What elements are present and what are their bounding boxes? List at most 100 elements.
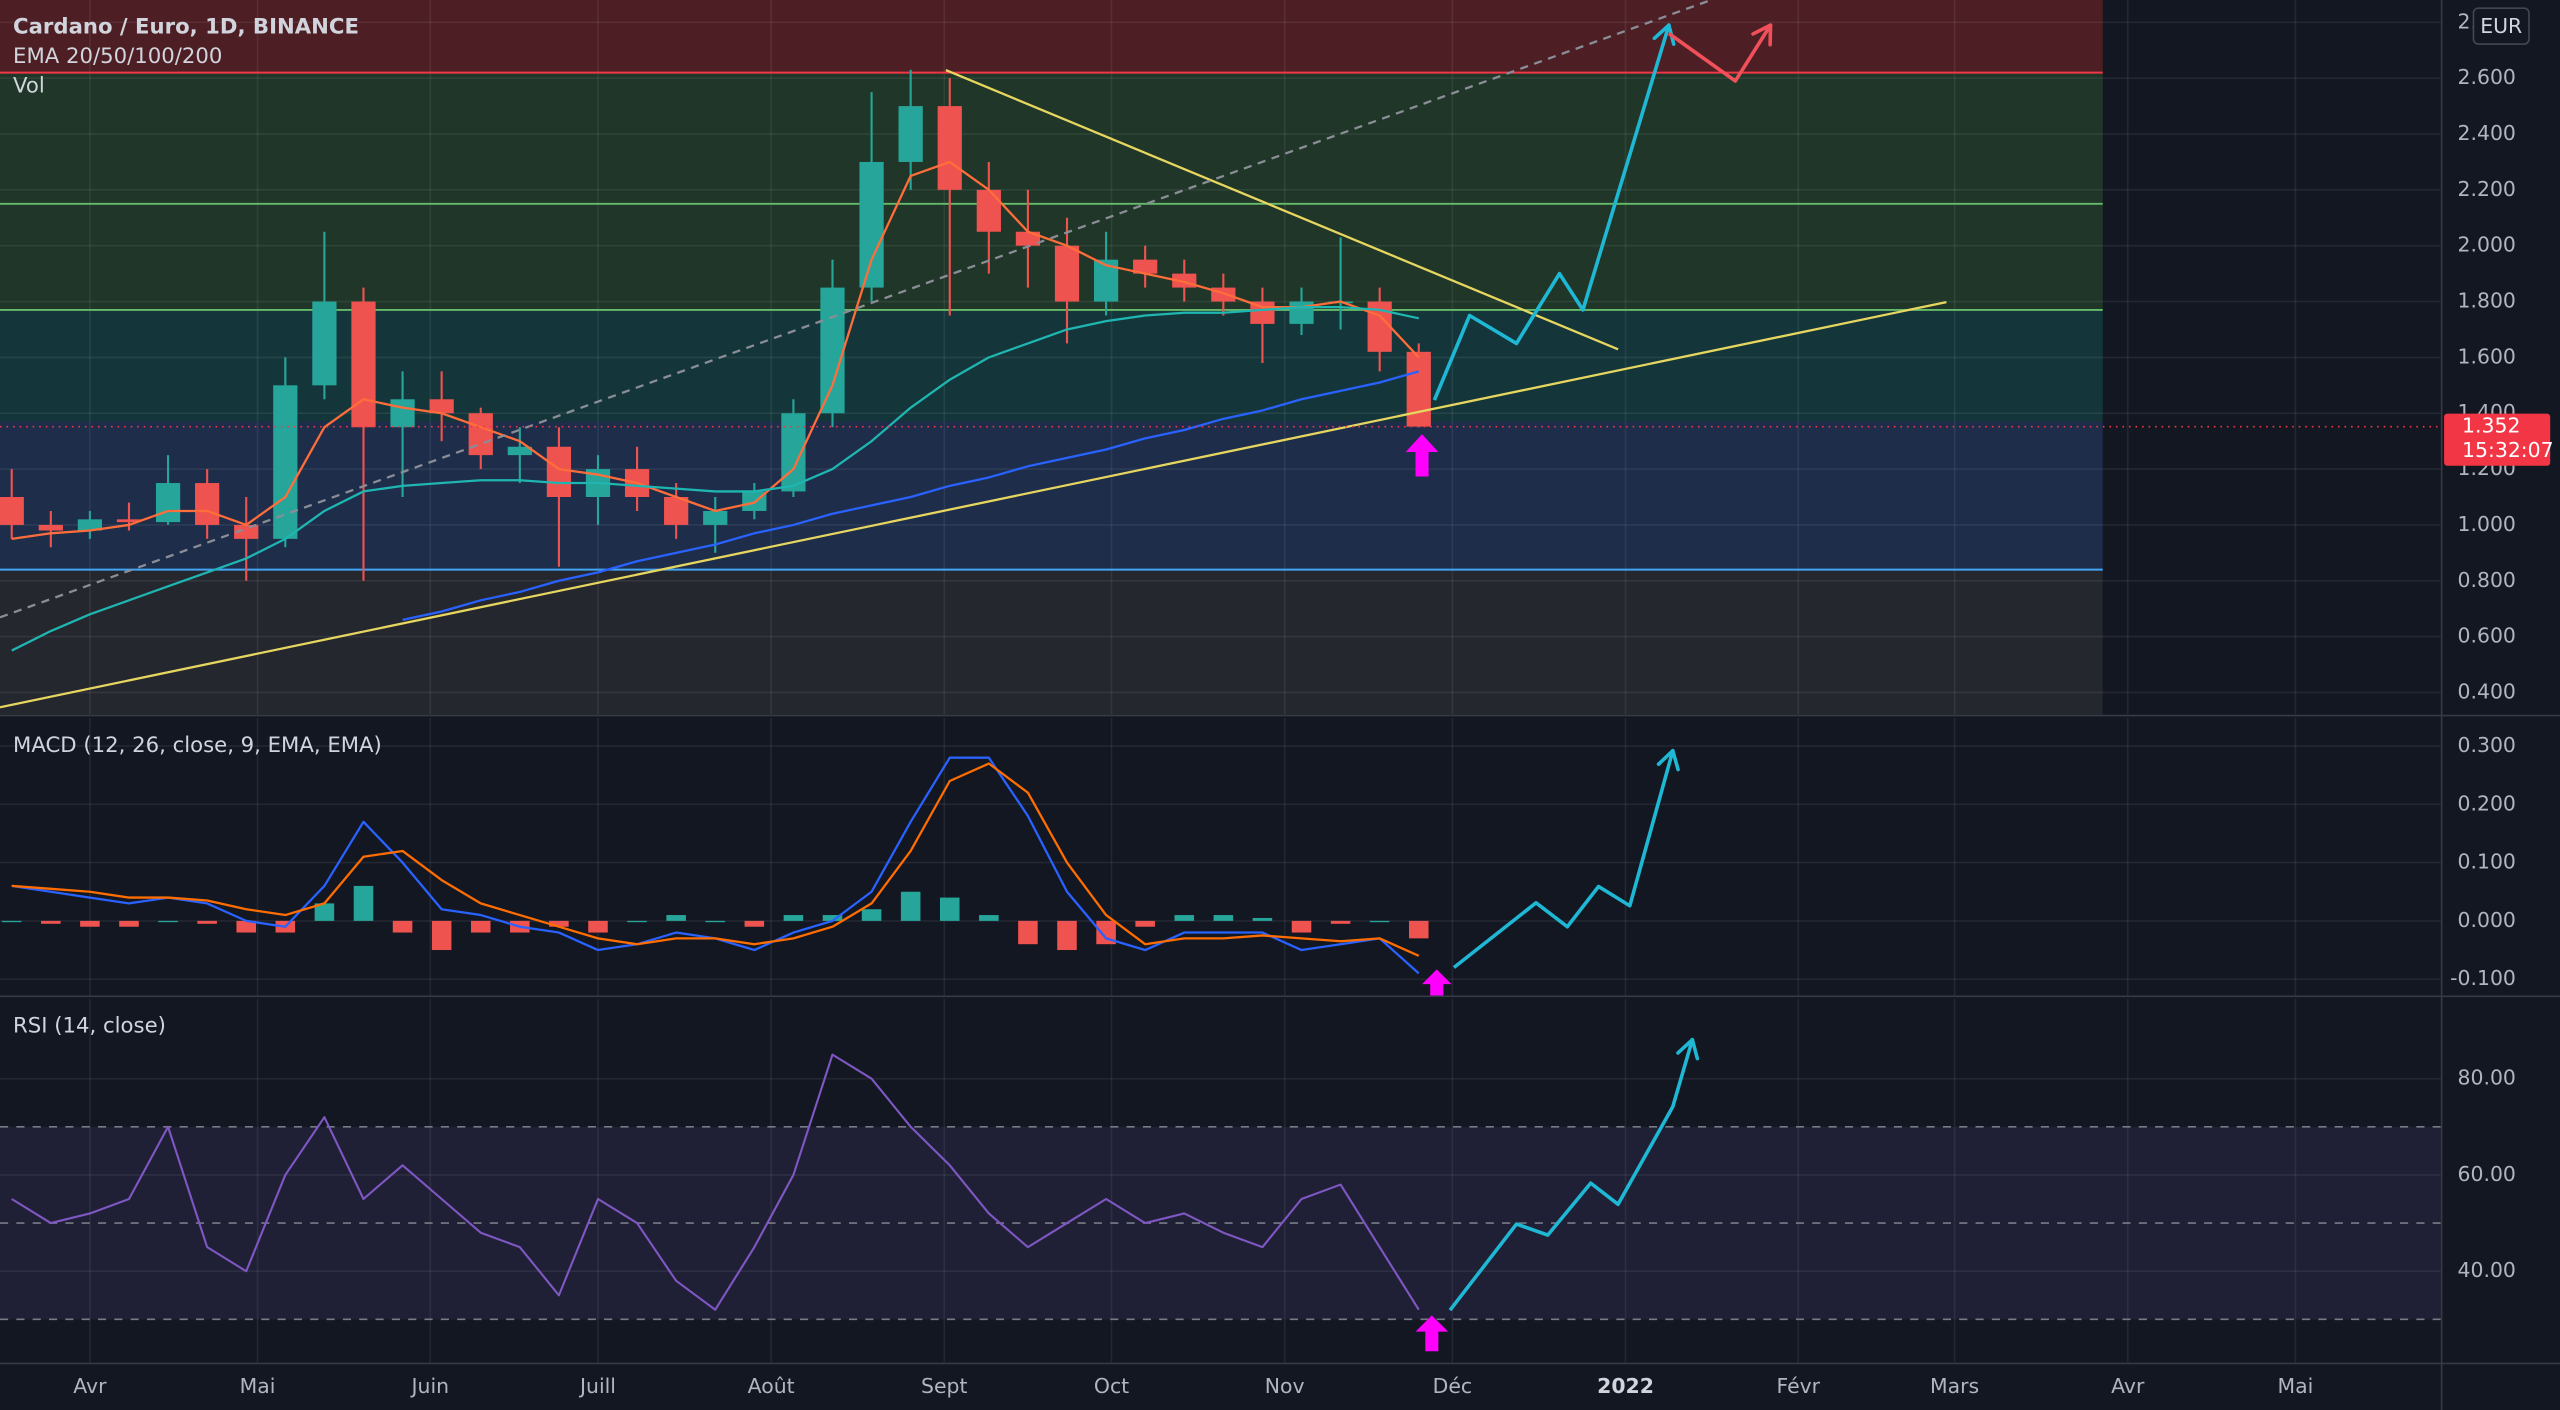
trend-line xyxy=(945,69,1619,351)
candle-body xyxy=(390,399,415,428)
panel xyxy=(0,718,2441,996)
trend-line xyxy=(0,300,1947,709)
y-tick-label: 60.00 xyxy=(2458,1162,2516,1186)
candle-body xyxy=(195,483,220,525)
x-tick-label: Juin xyxy=(410,1374,450,1398)
histogram-bar xyxy=(900,891,921,921)
histogram-bar xyxy=(41,920,61,924)
candle-body xyxy=(38,524,63,531)
x-tick-label: Nov xyxy=(1265,1374,1305,1398)
y-tick-label: 2.600 xyxy=(2458,65,2516,89)
histogram-bar xyxy=(1135,920,1155,927)
candle-body xyxy=(155,483,181,523)
histogram-bar xyxy=(1174,915,1195,921)
histogram-bar xyxy=(549,920,569,927)
currency-badge xyxy=(2472,7,2530,45)
grid xyxy=(0,718,2441,996)
x-tick-label: Déc xyxy=(1433,1374,1472,1398)
candle-body xyxy=(820,287,845,414)
ema-line xyxy=(402,370,1420,621)
y-tick-label: 1.800 xyxy=(2458,289,2516,313)
x-tick-label: Juill xyxy=(578,1374,616,1398)
arrow-head xyxy=(1690,1037,1700,1061)
magenta-arrow xyxy=(1422,969,1452,996)
rsi-line xyxy=(11,1053,1420,1311)
histogram-bar xyxy=(627,920,647,923)
forecast-path xyxy=(1452,750,1675,969)
rsi-title: RSI (14, close) xyxy=(13,1013,166,1038)
y-tick-label: 0.800 xyxy=(2458,568,2516,592)
price-zone xyxy=(0,309,2103,422)
panel xyxy=(0,0,2441,715)
candle-body xyxy=(859,161,884,288)
histogram-bar xyxy=(158,920,178,923)
candle-body xyxy=(937,106,962,190)
x-tick-label: Févr xyxy=(1776,1374,1820,1398)
candle-body xyxy=(1133,259,1158,274)
histogram-bar xyxy=(822,915,843,921)
price-zone xyxy=(0,0,2103,73)
histogram-bar xyxy=(1,920,22,923)
x-tick-label: Août xyxy=(748,1374,795,1398)
histogram-bar xyxy=(392,920,413,933)
volume-label: Vol xyxy=(13,73,45,98)
candle-body xyxy=(1406,351,1431,427)
y-tick-label: 2.200 xyxy=(2458,177,2516,201)
candle-body xyxy=(976,189,1001,232)
ema-line xyxy=(11,160,1420,541)
magenta-arrow xyxy=(1415,1315,1449,1352)
histogram-bar xyxy=(236,920,257,933)
y-tick-label: 2.000 xyxy=(2458,233,2516,257)
last-price-label: 1.352 xyxy=(2462,414,2520,438)
macd-title: MACD (12, 26, close, 9, EMA, EMA) xyxy=(13,733,382,758)
panel xyxy=(0,998,2441,1363)
x-tick-label: Sept xyxy=(921,1374,967,1398)
candle-body xyxy=(898,106,923,162)
x-tick-label: 2022 xyxy=(1597,1374,1654,1398)
x-tick-label: Mai xyxy=(2278,1374,2314,1398)
histogram-bar xyxy=(1330,920,1351,924)
histogram-bar xyxy=(1252,917,1273,921)
candle-body xyxy=(664,497,689,525)
y-tick-label: 80.00 xyxy=(2458,1066,2516,1090)
y-tick-label: 2.400 xyxy=(2458,121,2516,145)
x-tick-label: Avr xyxy=(2111,1374,2145,1398)
y-tick-label: 0.300 xyxy=(2458,733,2516,757)
y-tick-label: 1.600 xyxy=(2458,344,2516,368)
histogram-bar xyxy=(470,920,491,933)
forecast-path xyxy=(1667,24,1773,83)
candle-body xyxy=(703,510,728,525)
y-tick-label: 0.400 xyxy=(2458,679,2516,703)
ema-line xyxy=(11,305,1419,652)
histogram-bar xyxy=(783,915,804,921)
countdown-label: 15:32:07 xyxy=(2462,438,2554,462)
histogram-bar xyxy=(1213,915,1234,921)
magenta-arrow xyxy=(1405,434,1439,477)
histogram-bar xyxy=(431,920,452,951)
histogram-bar xyxy=(744,920,765,927)
price-zone xyxy=(0,421,2103,570)
histogram-bar xyxy=(666,915,686,921)
histogram-bar xyxy=(80,920,100,927)
histogram-bar xyxy=(705,920,726,923)
histogram-bar xyxy=(119,920,139,927)
arrow-head xyxy=(1751,23,1773,36)
grid xyxy=(0,998,2441,1363)
histogram-bar xyxy=(1018,920,1038,945)
histogram-bar xyxy=(1369,920,1390,923)
macd-line xyxy=(11,762,1420,957)
candle-body xyxy=(312,301,337,386)
histogram-bar xyxy=(314,903,335,921)
indicator-label: EMA 20/50/100/200 xyxy=(13,44,222,69)
candle-body xyxy=(116,519,142,523)
histogram-bar xyxy=(588,920,608,933)
trend-line xyxy=(0,0,1713,619)
candle-body xyxy=(507,446,532,456)
histogram-bar xyxy=(1096,920,1116,945)
candle-body xyxy=(429,399,454,414)
candle-body xyxy=(273,385,298,539)
rsi-band xyxy=(0,1126,2441,1320)
x-tick-label: Mars xyxy=(1930,1374,1979,1398)
